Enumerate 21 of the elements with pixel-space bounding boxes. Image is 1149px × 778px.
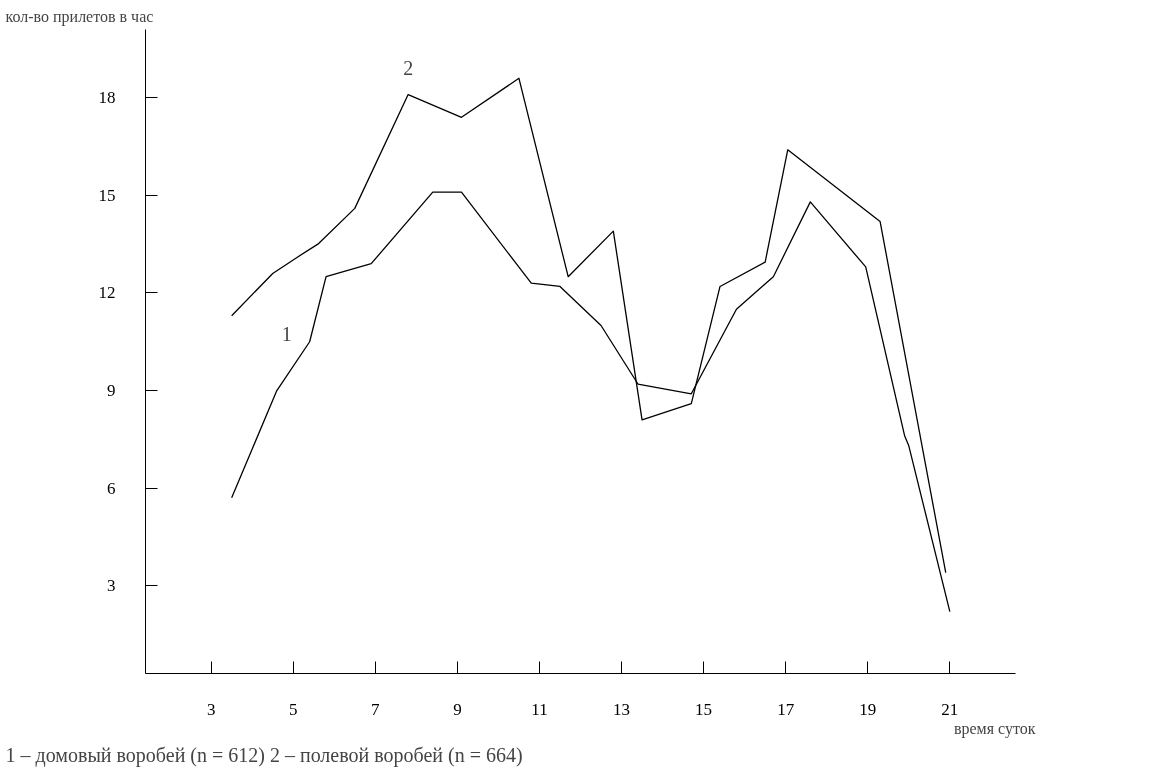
x-tick-label: 7 bbox=[371, 699, 381, 719]
y-tick-label: 3 bbox=[107, 576, 116, 596]
x-tick-label: 11 bbox=[531, 699, 548, 719]
x-axis-title: время суток bbox=[953, 719, 1036, 738]
x-tick-label: 3 bbox=[206, 699, 216, 719]
y-tick-label: 18 bbox=[98, 88, 116, 108]
x-tick-label: 21 bbox=[941, 699, 959, 719]
x-tick-label: 9 bbox=[453, 699, 462, 719]
x-tick-label: 5 bbox=[288, 699, 298, 719]
series-label: 2 bbox=[403, 56, 414, 79]
y-tick-label: 6 bbox=[107, 478, 116, 498]
y-tick-label: 15 bbox=[98, 185, 116, 205]
x-tick-label: 17 bbox=[777, 699, 795, 719]
y-axis-title: кол-во прилетов в час bbox=[5, 7, 154, 26]
y-tick-label: 9 bbox=[107, 381, 116, 401]
x-tick-label: 13 bbox=[613, 699, 631, 719]
text: 1 – домовый воробей (n = 612) 2 – полевой воробей (n = 664) bbox=[5, 743, 523, 767]
y-tick-label: 12 bbox=[98, 283, 116, 303]
x-tick-label: 19 bbox=[859, 699, 877, 719]
series-label: 1 bbox=[281, 322, 292, 345]
x-tick-label: 15 bbox=[695, 699, 713, 719]
